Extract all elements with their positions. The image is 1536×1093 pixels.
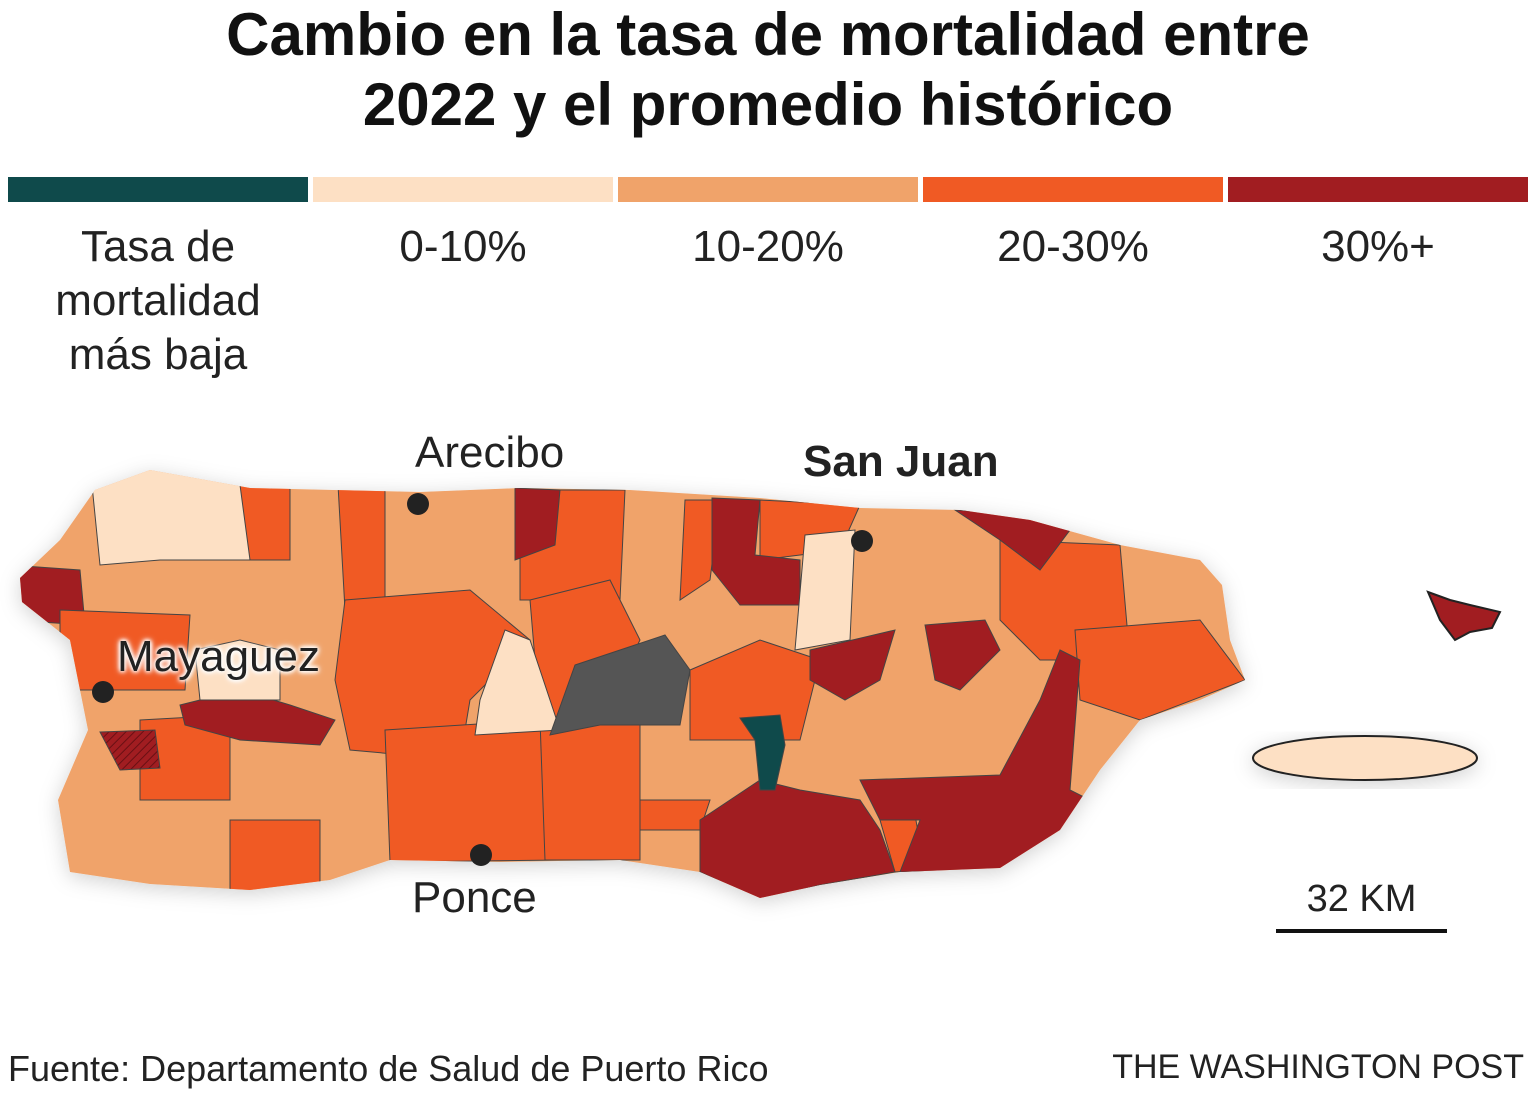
legend-swatch (8, 177, 308, 202)
legend-swatch (618, 177, 918, 202)
region-30-plus (809, 629, 896, 701)
region-30-plus (924, 619, 1001, 691)
legend-item-10-20: 10-20% (618, 177, 918, 382)
legend: Tasa de mortalidad más baja 0-10% 10-20%… (8, 177, 1528, 382)
title-line-1: Cambio en la tasa de mortalidad entre (226, 1, 1310, 68)
san-juan-label: San Juan (803, 437, 999, 486)
ponce-dot (470, 844, 492, 866)
legend-label: 10-20% (692, 222, 844, 271)
legend-item-20-30: 20-30% (923, 177, 1223, 382)
region-20-30 (689, 639, 821, 741)
legend-swatch (923, 177, 1223, 202)
region-lower-rate (739, 714, 786, 791)
region-0-10 (474, 629, 561, 736)
legend-item-0-10: 0-10% (313, 177, 613, 382)
scale-label: 32 KM (1306, 878, 1417, 920)
title-line-2: 2022 y el promedio histórico (362, 71, 1174, 138)
region-0-10 (194, 639, 281, 701)
region-20-30 (539, 714, 641, 861)
scale-line (1276, 929, 1447, 933)
legend-item-30-plus: 30%+ (1228, 177, 1528, 382)
legend-label: 30%+ (1321, 222, 1435, 271)
region-0-10 (89, 470, 276, 566)
region-0-10 (794, 529, 856, 651)
mayaguez-label: Mayaguez (117, 632, 321, 681)
arecibo-dot (407, 493, 429, 515)
credit: THE WASHINGTON POST (1112, 1048, 1524, 1086)
region-30-plus (711, 497, 801, 606)
legend-item-lower: Tasa de mortalidad más baja (8, 177, 308, 382)
region-20-30 (229, 819, 321, 896)
legend-swatch (313, 177, 613, 202)
region-30-plus (514, 487, 561, 561)
region-20-30 (679, 499, 721, 601)
scale-bar: 32 KM (1276, 878, 1447, 933)
legend-label: 0-10% (399, 222, 527, 271)
region-no-data (549, 634, 691, 736)
vieques-island (1252, 735, 1478, 781)
ponce-label: Ponce (412, 873, 537, 922)
region-30-plus (99, 729, 161, 771)
region-20-30 (384, 719, 561, 863)
san-juan-dot (851, 530, 873, 552)
culebra-island (1426, 590, 1502, 642)
arecibo-label: Arecibo (415, 428, 565, 477)
mayaguez-dot (92, 681, 114, 703)
legend-swatch (1228, 177, 1528, 202)
chart-title: Cambio en la tasa de mortalidad entre 20… (0, 0, 1536, 140)
source-note: Fuente: Departamento de Salud de Puerto … (8, 1048, 769, 1089)
region-20-30 (1074, 619, 1245, 721)
region-20-30 (337, 484, 386, 611)
legend-label: 20-30% (997, 222, 1149, 271)
legend-label: Tasa de mortalidad más baja (55, 222, 261, 379)
